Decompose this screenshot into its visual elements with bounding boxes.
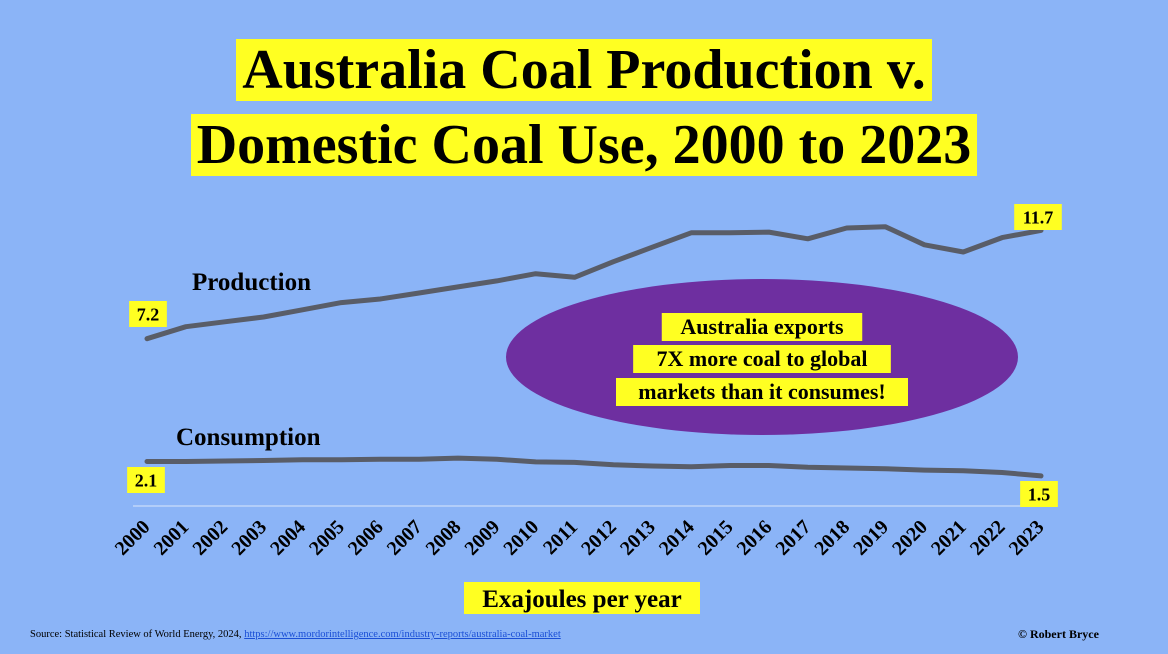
x-tick-label-2016: 2016 (733, 516, 777, 560)
author-credit: © Robert Bryce (1018, 627, 1099, 641)
data-label-production-start: 7.2 (137, 304, 160, 324)
x-tick-label-2012: 2012 (577, 516, 621, 560)
source-note: Source: Statistical Review of World Ener… (30, 629, 561, 640)
x-tick-label-2003: 2003 (227, 516, 271, 560)
x-axis-label-bg (464, 582, 700, 614)
annotation-line-2-bg (633, 345, 891, 373)
data-label-production-end-bg (1014, 204, 1062, 230)
x-tick-label-2019: 2019 (849, 516, 893, 560)
annotation-line-3-bg (616, 378, 908, 406)
x-tick-label-2000: 2000 (111, 516, 155, 560)
chart-title-line-1: Australia Coal Production v. (0, 36, 1168, 104)
source-link[interactable]: https://www.mordorintelligence.com/indus… (244, 629, 561, 640)
data-label-production-end: 11.7 (1023, 207, 1054, 227)
x-tick-label-2006: 2006 (344, 516, 388, 560)
series-label-consumption: Consumption (176, 424, 321, 451)
x-tick-label-2017: 2017 (771, 516, 815, 560)
data-label-consumption-end-bg (1020, 481, 1058, 507)
chart-title-line-2: Domestic Coal Use, 2000 to 2023 (0, 111, 1168, 179)
annotation-line-2: 7X more coal to global (656, 346, 867, 371)
x-tick-label-2021: 2021 (927, 516, 971, 560)
data-label-consumption-start: 2.1 (135, 470, 158, 490)
x-tick-label-2007: 2007 (383, 516, 427, 560)
series-line-consumption (144, 455, 1044, 479)
x-axis-label: Exajoules per year (482, 586, 682, 613)
x-tick-label-2015: 2015 (694, 516, 738, 560)
x-tick-label-2013: 2013 (616, 516, 660, 560)
x-tick-label-2002: 2002 (188, 516, 232, 560)
x-tick-label-2011: 2011 (539, 516, 582, 559)
x-tick-label-2004: 2004 (266, 516, 310, 560)
series-line-production (144, 224, 1044, 342)
x-tick-label-2001: 2001 (150, 516, 194, 560)
x-tick-label-2018: 2018 (810, 516, 854, 560)
x-tick-label-2014: 2014 (655, 516, 699, 560)
series-label-production: Production (192, 269, 311, 296)
annotation-line-1-bg (661, 313, 863, 341)
x-tick-label-2023: 2023 (1005, 516, 1049, 560)
data-label-production-start-bg (129, 301, 167, 327)
x-tick-label-2005: 2005 (305, 516, 349, 560)
x-tick-label-2010: 2010 (499, 516, 543, 560)
annotation-line-3: markets than it consumes! (638, 379, 886, 404)
data-label-consumption-end: 1.5 (1028, 484, 1051, 504)
annotation-line-1: Australia exports (680, 314, 844, 339)
data-label-consumption-start-bg (127, 467, 165, 493)
x-tick-label-2020: 2020 (888, 516, 932, 560)
x-tick-label-2009: 2009 (461, 516, 505, 560)
x-tick-label-2008: 2008 (422, 516, 466, 560)
x-tick-label-2022: 2022 (966, 516, 1010, 560)
source-text: Source: Statistical Review of World Ener… (30, 629, 245, 640)
